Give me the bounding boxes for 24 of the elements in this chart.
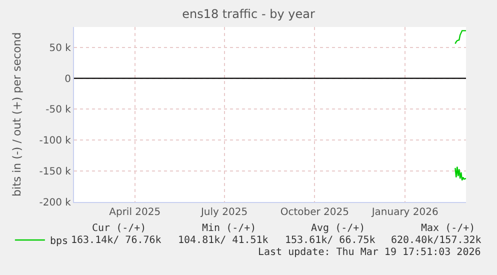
text: Cur (-/+) xyxy=(92,223,146,234)
y-tick-label: 50 k xyxy=(49,42,72,54)
x-tick-label: April 2025 xyxy=(109,207,161,218)
x-tick-label: July 2025 xyxy=(200,207,248,218)
text: Last update: Thu Mar 19 17:51:03 2026 xyxy=(258,247,481,258)
text: 104.81k/ 41.51k xyxy=(178,235,268,246)
y-tick-label: -200 k xyxy=(39,198,72,208)
y-tick-label: -100 k xyxy=(39,136,72,147)
chart-title: ens18 traffic - by year xyxy=(182,7,315,22)
text: 163.14k/ 76.76k xyxy=(71,235,162,246)
y-axis-title: bits in (-) / out (+) per second xyxy=(10,32,24,196)
text: Avg (-/+) xyxy=(311,223,366,234)
y-tick-label: -50 k xyxy=(46,104,72,116)
text: 620.40k/157.32k xyxy=(391,235,482,246)
x-tick-label: January 2026 xyxy=(370,207,438,218)
line-series xyxy=(454,166,466,181)
x-tick-label: October 2025 xyxy=(280,207,350,218)
text: 153.61k/ 66.75k xyxy=(285,235,376,246)
line-series xyxy=(454,30,466,44)
y-tick-label: -150 k xyxy=(39,166,72,178)
text: Min (-/+) xyxy=(202,223,256,234)
y-tick-label: 0 xyxy=(64,74,71,85)
legend-label: bps xyxy=(50,236,68,247)
text: Max (-/+) xyxy=(421,223,476,234)
